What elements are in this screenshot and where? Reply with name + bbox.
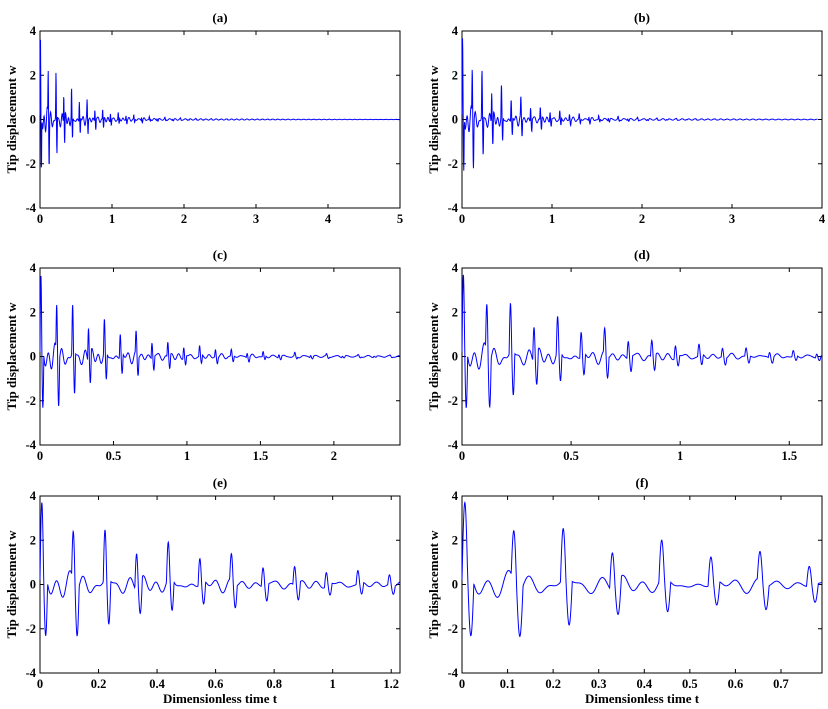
x-tick-label: 0.8 [266, 677, 282, 691]
y-tick-label: -4 [26, 438, 37, 452]
y-tick-label: 2 [30, 68, 36, 82]
y-tick-label: -2 [26, 394, 36, 408]
panel-2: (b) Tip displacement w -4 -2 0 2 4 0 1 2 3 4 [426, 10, 826, 226]
y-axis-label: Tip displacement w [4, 302, 19, 411]
panel-title: (d) [634, 247, 650, 262]
y-tick-label: -2 [448, 394, 458, 408]
x-tick-label: 0.7 [773, 677, 789, 691]
x-tick-label: 0.3 [591, 677, 607, 691]
series-line [39, 39, 401, 168]
y-tick-label: 0 [452, 578, 458, 592]
x-tick-label: 0 [459, 212, 465, 226]
x-tick-label: 5 [397, 212, 403, 226]
y-tick-label: -4 [448, 666, 459, 680]
x-tick-label: 0.6 [728, 677, 744, 691]
y-tick-label: 4 [30, 489, 37, 503]
y-tick-label: -2 [26, 157, 36, 171]
y-axis-label: Tip displacement w [426, 530, 441, 639]
y-axis-label: Tip displacement w [4, 65, 19, 174]
panel-5: (e) Tip displacement w Dimensionless time … [4, 475, 401, 706]
x-tick-label: 0.5 [682, 677, 698, 691]
y-tick-label: 0 [30, 578, 36, 592]
x-axis-label: Dimensionless time t [163, 691, 278, 706]
y-tick-label: 4 [30, 261, 37, 275]
series-line [39, 502, 401, 637]
x-tick-label: 0.2 [545, 677, 561, 691]
x-tick-label: 0.4 [149, 677, 165, 691]
x-tick-label: 1 [109, 212, 115, 226]
y-tick-label: 4 [452, 24, 459, 38]
panel-6: (f) Tip displacement w Dimensionless time … [426, 475, 823, 706]
series-line [461, 38, 818, 171]
x-tick-label: 0.5 [106, 449, 122, 463]
x-tick-label: 2 [639, 212, 645, 226]
x-tick-label: 0 [37, 212, 43, 226]
series-line [461, 274, 823, 409]
y-tick-label: 4 [30, 24, 37, 38]
panel-title: (f) [636, 475, 649, 490]
x-tick-label: 1 [184, 449, 190, 463]
plot-area [461, 267, 823, 446]
x-tick-label: 2 [331, 449, 337, 463]
y-tick-label: 4 [452, 261, 459, 275]
y-tick-label: -4 [26, 201, 37, 215]
panel-title: (a) [212, 10, 227, 25]
y-tick-label: -2 [448, 622, 458, 636]
y-tick-label: 4 [452, 489, 459, 503]
y-tick-label: 0 [452, 350, 458, 364]
y-tick-label: -4 [448, 438, 459, 452]
panel-1: (a) Tip displacement w -4 -2 0 2 4 0 1 2 3 4 5 [4, 10, 403, 226]
x-tick-label: 0.6 [208, 677, 224, 691]
x-tick-label: 0 [459, 677, 465, 691]
x-tick-label: 1.5 [781, 449, 797, 463]
x-tick-label: 4 [325, 212, 332, 226]
panel-title: (c) [213, 247, 227, 262]
x-tick-label: 3 [253, 212, 259, 226]
x-tick-label: 0.1 [500, 677, 516, 691]
y-tick-label: -2 [26, 622, 36, 636]
panel-4: (d) Tip displacement w -4 -2 0 2 4 0 0.5 1 1.5 [426, 247, 823, 463]
panel-title: (b) [634, 10, 650, 25]
y-tick-label: -4 [448, 201, 459, 215]
x-tick-label: 0 [37, 677, 43, 691]
y-tick-label: 2 [452, 305, 458, 319]
y-tick-label: 2 [30, 533, 36, 547]
y-axis-label: Tip displacement w [426, 302, 441, 411]
x-tick-label: 1 [549, 212, 555, 226]
x-tick-label: 1.2 [383, 677, 399, 691]
y-axis-label: Tip displacement w [4, 530, 19, 639]
y-tick-label: 0 [30, 113, 36, 127]
x-tick-label: 0 [37, 449, 43, 463]
x-tick-label: 1 [330, 677, 336, 691]
x-tick-label: 0 [459, 449, 465, 463]
x-tick-label: 0.4 [636, 677, 652, 691]
panel-title: (e) [213, 475, 227, 490]
series-line [461, 501, 823, 638]
panel-3: (c) Tip displacement w -4 -2 0 2 4 0 0.5 1 1.5 2 [4, 247, 401, 463]
y-tick-label: 2 [452, 68, 458, 82]
y-tick-label: -4 [26, 666, 37, 680]
plot-area [461, 495, 823, 674]
y-tick-label: 0 [452, 113, 458, 127]
x-tick-label: 1 [677, 449, 683, 463]
y-tick-label: 0 [30, 350, 36, 364]
x-axis-label: Dimensionless time t [585, 691, 700, 706]
x-tick-label: 1.5 [253, 449, 269, 463]
x-tick-label: 0.5 [563, 449, 579, 463]
y-tick-label: 2 [452, 533, 458, 547]
y-tick-label: 2 [30, 305, 36, 319]
series-line [39, 275, 401, 408]
y-axis-label: Tip displacement w [426, 65, 441, 174]
x-tick-label: 0.2 [91, 677, 107, 691]
y-tick-label: -2 [448, 157, 458, 171]
x-tick-label: 4 [819, 212, 826, 226]
x-tick-label: 3 [729, 212, 735, 226]
x-tick-label: 2 [181, 212, 187, 226]
plot-area [39, 495, 401, 674]
